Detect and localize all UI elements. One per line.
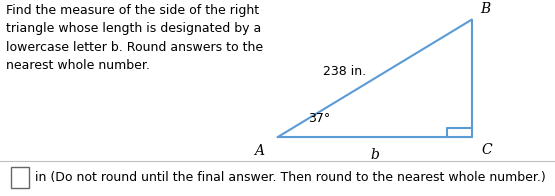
Text: in (Do not round until the final answer. Then round to the nearest whole number.: in (Do not round until the final answer.… [35,171,546,184]
Bar [11,167,29,188]
Text: 238 in.: 238 in. [322,65,366,78]
Text: C: C [482,143,492,157]
Text: b: b [370,148,379,162]
Text: Find the measure of the side of the right
triangle whose length is designated by: Find the measure of the side of the righ… [6,4,263,72]
Text: B: B [480,2,490,16]
Text: 37°: 37° [308,112,330,125]
Text: A: A [254,144,264,158]
